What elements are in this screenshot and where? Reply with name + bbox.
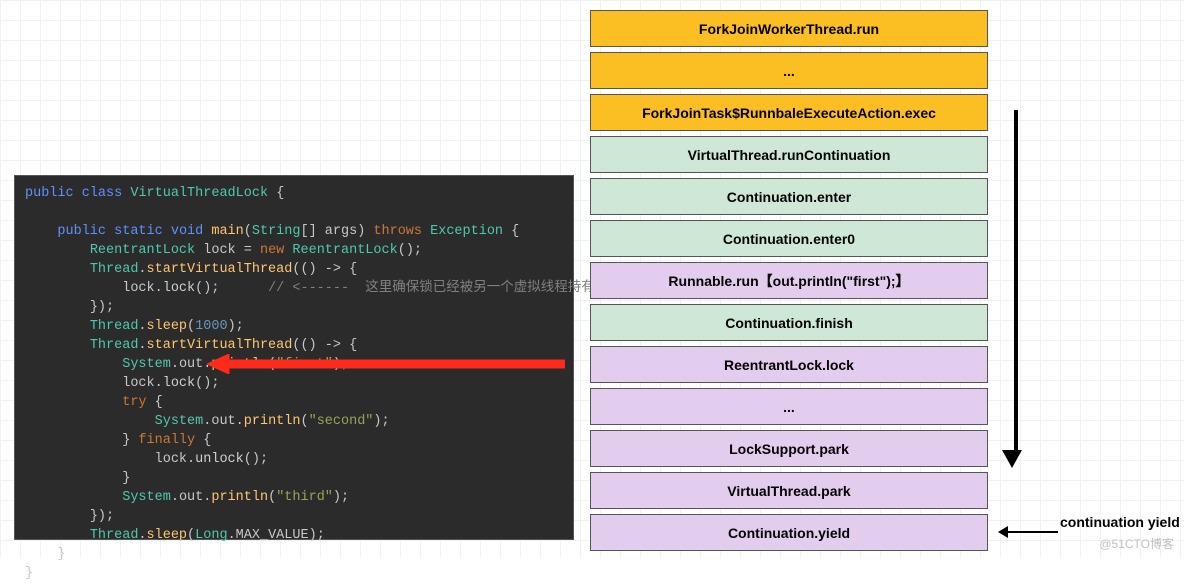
stack-frame: Runnable.run【out.println("first");】 [590,262,988,299]
stack-frame: VirtualThread.park [590,472,988,509]
stack-frame: LockSupport.park [590,430,988,467]
stack-frame: Continuation.enter [590,178,988,215]
stack-frame: Continuation.yield [590,514,988,551]
call-stack-diagram: ForkJoinWorkerThread.run... ForkJoinTask$… [590,10,988,556]
execution-direction-arrow [1010,110,1022,460]
stack-frame: Continuation.finish [590,304,988,341]
stack-frame: VirtualThread.runContinuation [590,136,988,173]
stack-frame: Continuation.enter0 [590,220,988,257]
code-content: public class VirtualThreadLock { public … [25,184,563,583]
continuation-yield-arrow [998,522,1058,542]
code-editor: public class VirtualThreadLock { public … [14,175,574,540]
stack-frame: ReentrantLock.lock [590,346,988,383]
stack-frame: ... [590,52,988,89]
stack-frame: ForkJoinTask$RunnbaleExecuteAction.exec [590,94,988,131]
stack-frame: ... [590,388,988,425]
watermark: @51CTO博客 [1099,535,1174,552]
stack-frame: ForkJoinWorkerThread.run [590,10,988,47]
continuation-yield-label: continuation yield [1060,514,1180,530]
